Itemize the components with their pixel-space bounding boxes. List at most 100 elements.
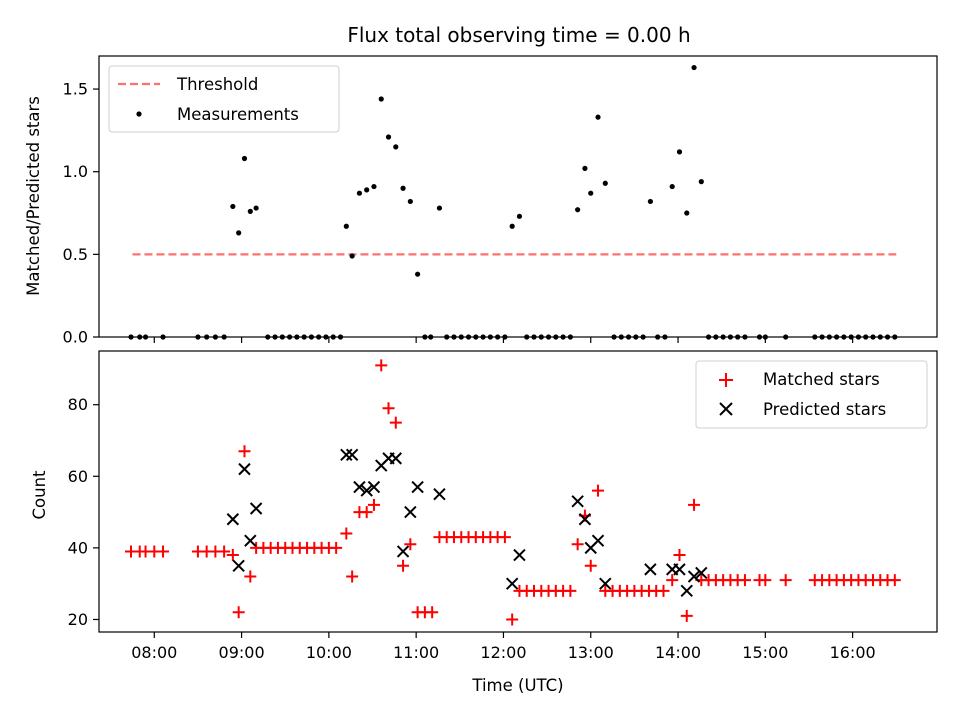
predicted-star-point <box>353 480 366 494</box>
y-tick-label: 60 <box>68 467 88 486</box>
measurement-point <box>294 334 300 340</box>
measurement-point <box>588 190 594 196</box>
x-tick-label: 11:00 <box>393 643 439 662</box>
measurement-point <box>676 149 683 155</box>
matched-star-point <box>244 570 257 583</box>
measurement-point <box>545 334 552 340</box>
matched-star-point <box>666 574 679 587</box>
matched-star-point <box>738 574 751 587</box>
bottom-panel: 20 40 60 80 08:00 09:00 10:00 11:00 12:00 13:00 14… <box>30 350 938 695</box>
measurement-point <box>567 334 573 340</box>
measurement-point <box>662 334 668 340</box>
measurement-point <box>531 334 537 340</box>
measurement-point <box>385 134 392 140</box>
legend-measurements-label: Measurements <box>177 105 299 124</box>
matched-star-point <box>157 545 170 558</box>
measurement-point <box>393 144 399 150</box>
matched-star-point <box>226 549 239 562</box>
x-tick-label: 15:00 <box>742 643 788 662</box>
matched-star-point <box>346 570 359 583</box>
matched-star-point <box>389 416 402 429</box>
top-plot-frame <box>98 55 938 338</box>
matched-star-point <box>673 549 686 562</box>
measurement-point <box>301 334 307 340</box>
matched-star-point <box>382 402 395 415</box>
y-tick-label: 80 <box>68 395 88 414</box>
x-tick-label: 13:00 <box>568 643 614 662</box>
measurement-point <box>286 334 293 340</box>
x-tick-label: 12:00 <box>480 643 526 662</box>
measurement-point <box>465 334 472 340</box>
matched-star-point <box>330 541 343 554</box>
matched-star-point <box>232 606 245 619</box>
y-tick-label: 20 <box>68 610 88 629</box>
predicted-star-point <box>404 505 417 519</box>
matched-star-point <box>218 545 231 558</box>
measurement-point <box>560 334 566 340</box>
matched-star-point <box>397 559 410 572</box>
top-legend-box <box>108 65 340 133</box>
measurement-point <box>625 334 632 340</box>
measurement-point <box>684 210 690 216</box>
measurement-point <box>720 334 726 340</box>
measurement-point <box>349 253 355 259</box>
measurement-point <box>247 208 253 214</box>
measurement-point <box>323 334 329 340</box>
measurement-point <box>669 183 675 190</box>
x-tick-label: 14:00 <box>655 643 701 662</box>
y-tick-label: 1.5 <box>63 80 88 99</box>
bottom-legend: Matched stars Predicted stars <box>695 360 928 429</box>
measurement-point <box>128 334 134 340</box>
measurement-point <box>204 334 210 340</box>
measurement-point <box>356 190 363 196</box>
measurement-point <box>870 334 876 340</box>
predicted-star-point <box>411 480 424 494</box>
measurement-point <box>343 223 349 229</box>
measurement-point <box>582 165 588 171</box>
legend-measurements-swatch <box>136 111 142 117</box>
bottom-legend-box <box>695 360 928 429</box>
bottom-y-axis-label: Count <box>30 470 49 520</box>
measurement-point <box>618 334 624 340</box>
predicted-star-point <box>680 584 693 598</box>
measurement-point <box>841 334 847 340</box>
legend-matched-label: Matched stars <box>763 370 880 389</box>
matched-star-point <box>564 584 577 597</box>
measurement-point <box>647 198 653 205</box>
bottom-x-axis-label: Time (UTC) <box>471 676 563 695</box>
measurement-point <box>444 334 450 340</box>
measurement-point <box>735 334 741 340</box>
measurement-point <box>436 205 443 211</box>
measurement-point <box>877 334 883 340</box>
measurement-point <box>595 114 601 120</box>
measurement-point <box>337 334 344 340</box>
predicted-star-point <box>226 513 240 526</box>
matched-star-point <box>759 574 772 587</box>
matched-star-point <box>340 527 353 540</box>
measurement-point <box>451 334 457 340</box>
measurement-point <box>509 223 515 229</box>
legend-predicted-label: Predicted stars <box>763 400 886 419</box>
legend-threshold-label: Threshold <box>176 75 258 94</box>
measurement-point <box>415 271 421 277</box>
predicted-star-point <box>599 577 612 590</box>
matched-star-point <box>238 445 251 458</box>
x-tick-label: 16:00 <box>830 643 876 662</box>
y-tick-label: 0.5 <box>63 245 88 264</box>
measurement-point <box>524 334 530 340</box>
y-tick-label: 1.0 <box>63 162 88 181</box>
measurement-point <box>212 334 218 340</box>
matched-star-point <box>404 538 417 551</box>
predicted-star-point <box>238 462 251 476</box>
measurement-point <box>819 334 825 340</box>
measurement-point <box>855 334 862 340</box>
top-axes: 0.0 0.5 1.0 1.5 <box>63 80 854 347</box>
matched-star-point <box>506 613 519 626</box>
measurement-point <box>892 334 898 340</box>
measurement-point <box>308 334 315 340</box>
predicted-star-point <box>687 570 701 583</box>
predicted-star-point <box>513 548 526 562</box>
measurement-point <box>371 183 377 190</box>
measurement-point <box>428 334 434 340</box>
predicted-star-point <box>571 495 584 508</box>
